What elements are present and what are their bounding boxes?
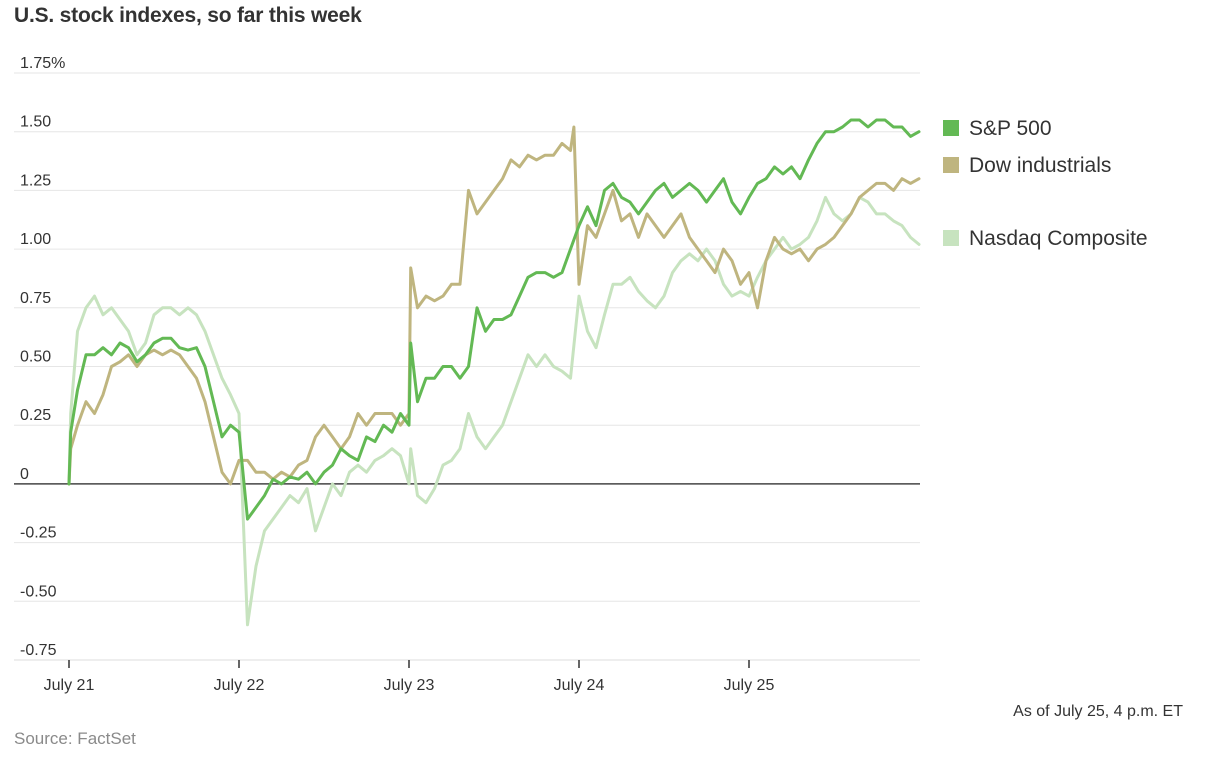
y-tick-label: 1.25 bbox=[20, 172, 51, 189]
series-line-s-p-500 bbox=[67, 118, 921, 521]
y-tick-label: -0.25 bbox=[20, 525, 57, 542]
y-axis-labels: 1.75% 1.50 1.25 1.00 0.75 0.50 0.25 0 -0.25 -0.50… bbox=[20, 55, 65, 659]
series-lines bbox=[67, 118, 921, 627]
legend-label: Nasdaq Composite bbox=[969, 227, 1148, 250]
x-tick-label: July 25 bbox=[724, 677, 775, 694]
legend-swatch bbox=[943, 120, 959, 136]
y-tick-label: 1.50 bbox=[20, 114, 51, 131]
y-tick-label: 0 bbox=[20, 466, 29, 483]
y-tick-label: 0.25 bbox=[20, 407, 51, 424]
series-line-nasdaq-composite bbox=[67, 195, 921, 627]
x-tick-label: July 23 bbox=[384, 677, 435, 694]
line-chart: 1.75% 1.50 1.25 1.00 0.75 0.50 0.25 0 -0.25 -0.50… bbox=[14, 55, 1148, 694]
x-tick-label: July 21 bbox=[44, 677, 95, 694]
legend: S&P 500 Dow industrials Nasdaq Composite bbox=[943, 117, 1148, 250]
x-axis: July 21 July 22 July 23 July 24 July 25 bbox=[14, 659, 920, 694]
legend-label: S&P 500 bbox=[969, 117, 1052, 140]
source-note: Source: FactSet bbox=[14, 729, 136, 748]
y-tick-label: -0.75 bbox=[20, 642, 57, 659]
y-tick-label: 0.75 bbox=[20, 290, 51, 307]
timestamp-note: As of July 25, 4 p.m. ET bbox=[1013, 703, 1183, 720]
chart-title: U.S. stock indexes, so far this week bbox=[14, 4, 362, 27]
series-line-dow-industrials bbox=[67, 125, 921, 486]
legend-label: Dow industrials bbox=[969, 154, 1111, 177]
y-tick-label: 0.50 bbox=[20, 349, 51, 366]
y-tick-label: -0.50 bbox=[20, 583, 57, 600]
y-tick-label: 1.75% bbox=[20, 55, 65, 72]
legend-swatch bbox=[943, 157, 959, 173]
y-tick-label: 1.00 bbox=[20, 231, 51, 248]
legend-swatch bbox=[943, 230, 959, 246]
x-tick-label: July 22 bbox=[214, 677, 265, 694]
x-tick-label: July 24 bbox=[554, 677, 605, 694]
